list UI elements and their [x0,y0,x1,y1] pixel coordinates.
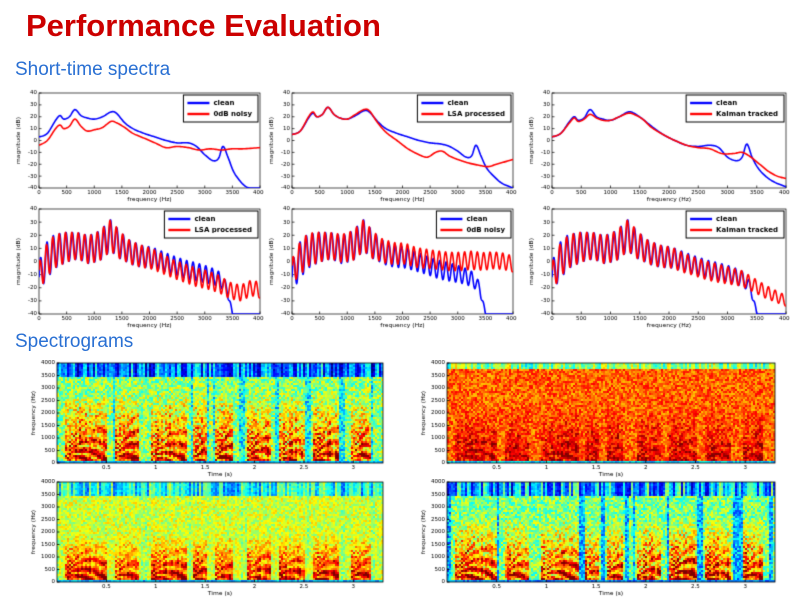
spectrum-plot-clean-vs-0db-noisy [14,89,264,203]
harmonic-spectrum-plot-clean-vs-kalman-tracked [527,205,790,329]
slide-title: Performance Evaluation [26,8,381,43]
harmonic-spectrum-plot-clean-vs-0db-noisy [267,205,517,329]
heading-short-time-spectra: Short-time spectra [15,59,171,80]
spectrogram-enhanced-kalman [418,479,780,597]
spectrum-plot-clean-vs-lsa-processed [267,89,517,203]
spectrum-plot-clean-vs-kalman-tracked [527,89,790,203]
harmonic-spectrum-plot-clean-vs-lsa-processed [14,205,264,329]
spectrogram-clean-speech [28,360,388,478]
heading-spectrograms: Spectrograms [15,331,134,352]
spectrogram-noisy-speech [418,360,780,478]
spectrogram-enhanced-lsa [28,479,388,597]
